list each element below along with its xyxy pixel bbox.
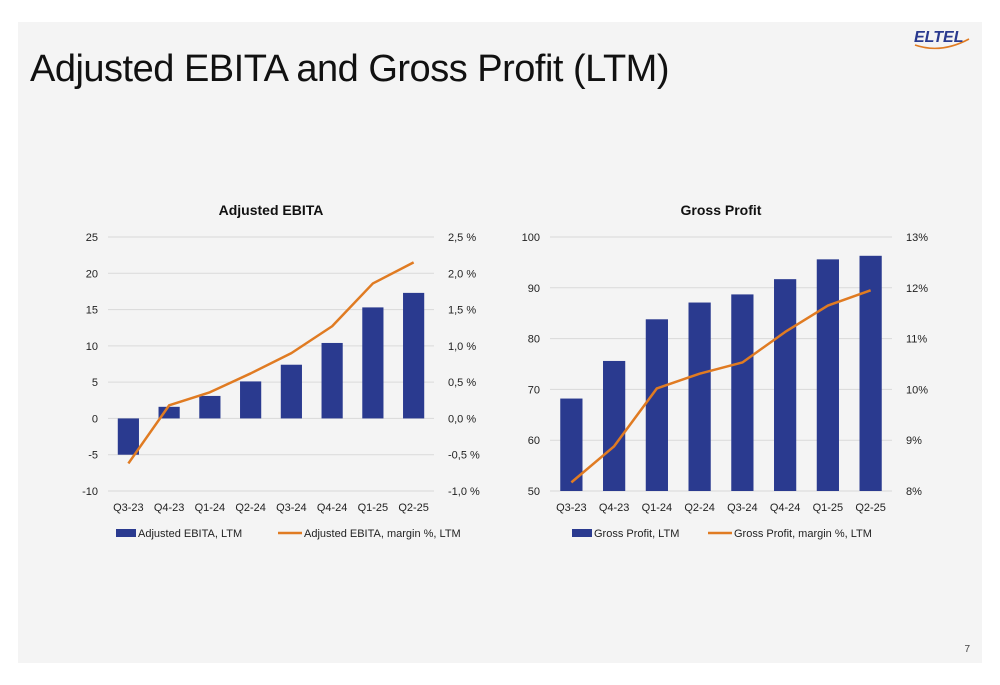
bar [321,342,343,419]
chart-title: Adjusted EBITA [219,202,324,218]
y-tick-label: 15 [86,305,98,317]
y-tick-label: 70 [528,384,540,396]
y2-tick-label: -1,0 % [448,486,480,498]
x-tick-label: Q3-23 [113,502,144,514]
x-tick-label: Q2-24 [235,502,266,514]
y2-tick-label: 1,5 % [448,305,476,317]
x-tick-label: Q1-24 [195,502,226,514]
bar [688,302,711,491]
margin-line [570,289,872,484]
legend-bar-swatch [116,529,136,537]
bar [362,307,384,419]
y-tick-label: 60 [528,435,540,447]
adjusted-ebita-svg: Adjusted EBITA 25 2,5 % 20 2,0 % 15 1,5 % 10 1,0… [82,202,480,540]
y2-tick-label: -0,5 % [448,450,480,462]
y-tick-label: -5 [88,450,98,462]
y2-tick-label: 8% [906,486,922,498]
logo-text: ELTEL [914,29,963,46]
y-tick-label: 50 [528,486,540,498]
x-tick-label: Q3-24 [727,502,758,514]
bar [117,418,139,455]
bar [645,319,668,491]
page-title: Adjusted EBITA and Gross Profit (LTM) [30,48,670,90]
x-tick-label: Q2-24 [684,502,715,514]
bar [560,398,583,491]
y2-tick-label: 10% [906,384,928,396]
legend-bar-label: Adjusted EBITA, LTM [138,528,242,540]
y2-tick-label: 11% [906,334,927,346]
legend-bar-label: Gross Profit, LTM [594,528,679,540]
y2-tick-label: 0,5 % [448,377,476,389]
x-tick-label: Q1-24 [642,502,673,514]
x-tick-label: Q2-25 [398,502,429,514]
gross-profit-svg: Gross Profit 100 13% 90 12% 80 11% 70 10% 60 9% 50 8… [522,202,929,540]
eltel-logo: ELTEL [914,29,970,50]
y-tick-label: 80 [528,334,540,346]
x-tick-label: Q3-23 [556,502,587,514]
y2-tick-label: 9% [906,435,922,447]
legend-bar-swatch [572,529,592,537]
bar [859,255,882,491]
bar [774,279,797,491]
legend-line-label: Gross Profit, margin %, LTM [734,528,872,540]
margin-line [127,261,415,465]
x-tick-label: Q4-24 [770,502,801,514]
y2-tick-label: 0,0 % [448,413,476,425]
y-tick-label: 100 [522,232,540,244]
y-tick-label: 90 [528,283,540,295]
slide: Adjusted EBITA and Gross Profit (LTM) EL… [18,22,982,663]
y2-tick-label: 2,0 % [448,268,476,280]
x-tick-label: Q4-23 [599,502,630,514]
page-number: 7 [964,644,970,655]
adjusted-ebita-chart: Adjusted EBITA 25 2,5 % 20 2,0 % 15 1,5 % 10 1,0… [66,197,480,602]
y-tick-label: 0 [92,413,98,425]
y2-tick-label: 13% [906,232,928,244]
y-tick-label: 20 [86,268,98,280]
x-tick-label: Q4-24 [317,502,348,514]
bar [158,406,180,419]
x-tick-label: Q1-25 [358,502,389,514]
y2-tick-label: 12% [906,283,928,295]
bar [199,395,221,419]
y-tick-label: -10 [82,486,98,498]
y-tick-label: 25 [86,232,98,244]
y2-tick-label: 1,0 % [448,341,476,353]
y2-tick-label: 2,5 % [448,232,476,244]
x-tick-label: Q4-23 [154,502,185,514]
bar [403,292,425,419]
x-tick-label: Q3-24 [276,502,307,514]
x-tick-label: Q1-25 [813,502,844,514]
bar [731,294,754,491]
gross-profit-chart: Gross Profit 100 13% 90 12% 80 11% 70 10% 60 9% 50 8… [506,197,929,602]
x-tick-label: Q2-25 [855,502,886,514]
bar [280,364,302,419]
legend-line-label: Adjusted EBITA, margin %, LTM [304,528,461,540]
bar [240,381,262,419]
y-tick-label: 5 [92,377,98,389]
y-tick-label: 10 [86,341,98,353]
bar [603,360,626,491]
chart-title: Gross Profit [681,202,762,218]
bar [816,259,839,491]
